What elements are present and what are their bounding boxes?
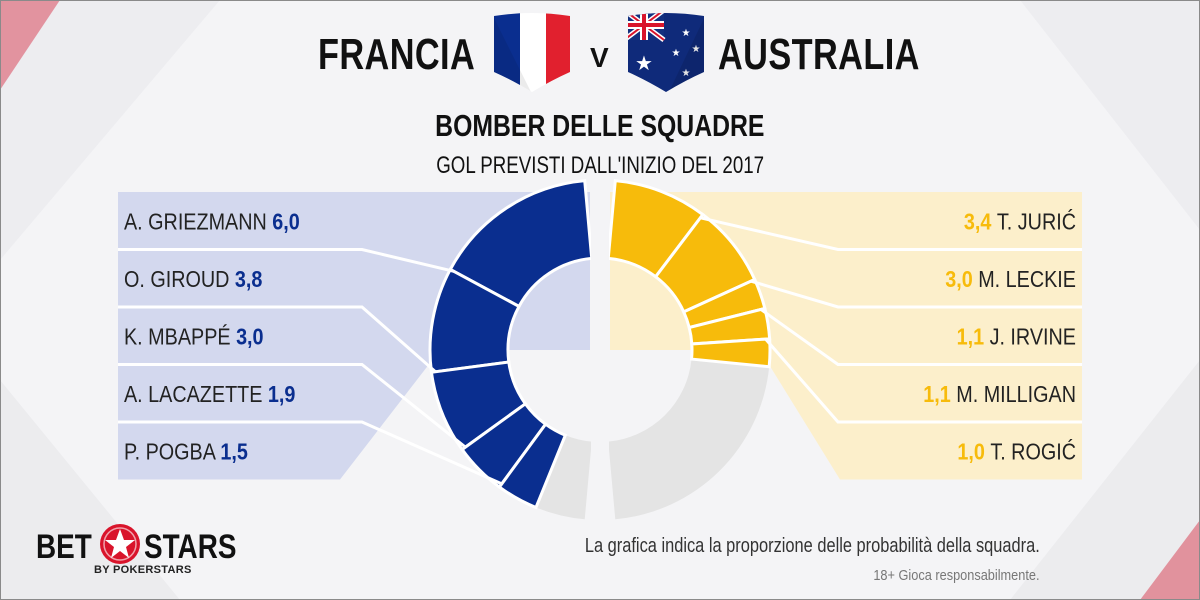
center-gap [591,180,609,520]
svg-text:★: ★ [682,28,691,39]
svg-text:★: ★ [682,68,691,79]
australia-row-separator-3 [760,308,1082,366]
france-player-label-3: K. MBAPPÉ 3,0 [124,323,264,350]
australia-player-label-4: 1,1 M. MILLIGAN [923,382,1076,408]
betstars-logo: BET STARS BY POKERSTARS [36,524,237,578]
france-row-separator-1 [118,248,455,273]
australia-flag-icon: ★ ★ ★ ★ ★ [628,13,704,92]
svg-text:★: ★ [692,44,701,55]
logo-bet: BET [36,528,92,566]
australia-row-separator-4 [764,338,1082,424]
australia-row-separator-2 [750,279,1082,309]
logo-tagline: BY POKERSTARS [94,564,192,576]
chart-caption: GOL PREVISTI DALL'INIZIO DEL 2017 [436,152,764,179]
footer-disclaimer: 18+ Gioca responsabilmente. [873,567,1040,584]
australia-player-label-1: 3,4 T. JURIĆ [964,208,1076,235]
svg-text:★: ★ [635,51,653,75]
chart-subtitle: BOMBER DELLE SQUADRE [435,108,765,143]
australia-slice-5 [689,337,772,369]
australia-player-label-3: 1,1 J. IRVINE [957,324,1076,350]
france-row-separator-2 [118,305,437,373]
australia-remainder-arc [608,359,770,520]
france-slice-5 [497,422,568,510]
france-row-separator-3 [118,363,467,449]
france-remainder-arc [535,435,592,520]
france-flag-icon [494,13,570,92]
france-player-label-2: O. GIROUD 3,8 [124,267,262,293]
logo-stars: STARS [144,528,237,566]
team-left-title: FRANCIA [318,30,476,79]
versus-label: V [590,42,610,73]
australia-player-label-2: 3,0 M. LECKIE [945,267,1076,293]
australia-row-separator-1 [700,216,1082,251]
france-player-label-5: P. POGBA 1,5 [124,439,248,465]
australia-player-label-5: 1,0 T. ROGIĆ [957,438,1076,465]
france-row-separator-4 [118,420,503,486]
svg-text:★: ★ [672,48,681,59]
france-player-label-1: A. GRIEZMANN 6,0 [124,209,300,235]
team-right-title: AUSTRALIA [718,30,920,79]
footer-note: La grafica indica la proporzione delle p… [585,535,1040,557]
france-player-label-4: A. LACAZETTE 1,9 [124,382,295,408]
star-icon [100,524,140,564]
